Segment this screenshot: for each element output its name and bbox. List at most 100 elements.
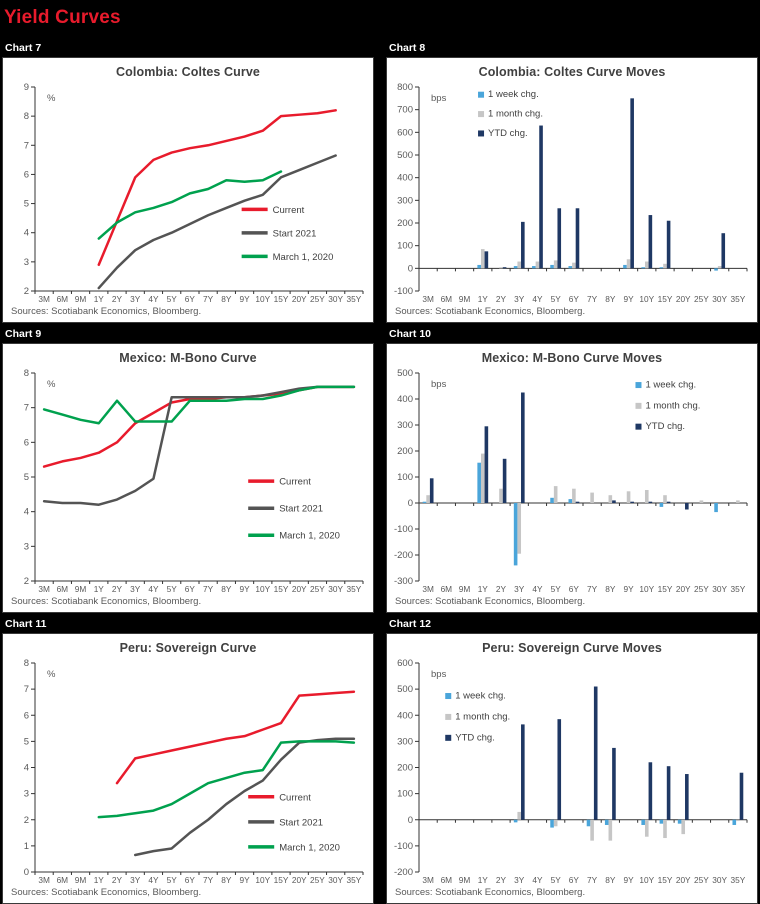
svg-text:500: 500: [397, 684, 413, 695]
svg-text:8Y: 8Y: [221, 875, 232, 885]
svg-text:3: 3: [24, 541, 29, 552]
svg-text:3Y: 3Y: [514, 294, 525, 304]
svg-text:100: 100: [397, 789, 413, 800]
svg-text:5Y: 5Y: [167, 584, 178, 594]
svg-text:9: 9: [24, 82, 29, 93]
svg-text:25Y: 25Y: [694, 584, 709, 594]
svg-text:8Y: 8Y: [605, 875, 616, 885]
svg-text:3M: 3M: [422, 875, 434, 885]
svg-text:6Y: 6Y: [185, 584, 196, 594]
svg-text:100: 100: [397, 241, 413, 252]
svg-text:25Y: 25Y: [694, 875, 709, 885]
charts-row-2: Chart 9 Mexico: M-Bono Curve 2 3 4 5 6 7 8 3M 6M…: [0, 323, 760, 613]
chart-panel: Colombia: Coltes Curve Moves -100 0 100 200…: [386, 57, 758, 323]
svg-text:4: 4: [24, 507, 29, 518]
svg-text:30Y: 30Y: [328, 875, 343, 885]
chart-plot: 2 3 4 5 6 7 8 3M 6M 9M 1Y 2Y 3Y 4Y 5Y 6Y 7Y 8Y 9Y 10Y 15Y 20Y…: [3, 365, 373, 596]
svg-text:1 month chg.: 1 month chg.: [455, 711, 510, 722]
svg-text:7: 7: [24, 684, 29, 695]
chart-title: Peru: Sovereign Curve: [119, 641, 257, 655]
svg-text:9Y: 9Y: [623, 294, 634, 304]
svg-text:1 month chg.: 1 month chg.: [645, 400, 700, 411]
svg-text:6M: 6M: [57, 875, 69, 885]
svg-text:10Y: 10Y: [639, 584, 654, 594]
svg-text:3M: 3M: [38, 875, 50, 885]
svg-text:500: 500: [397, 368, 413, 379]
chart-cell-10: Chart 10 Mexico: M-Bono Curve Moves -300…: [386, 323, 758, 613]
svg-text:5Y: 5Y: [551, 875, 562, 885]
svg-text:7Y: 7Y: [587, 584, 598, 594]
svg-text:Current: Current: [279, 792, 311, 803]
chart-title: Mexico: M-Bono Curve: [119, 351, 257, 365]
svg-text:3Y: 3Y: [514, 584, 525, 594]
svg-text:7Y: 7Y: [203, 584, 214, 594]
svg-text:5: 5: [24, 472, 29, 483]
svg-text:4Y: 4Y: [532, 584, 543, 594]
svg-text:2Y: 2Y: [112, 294, 123, 304]
svg-text:30Y: 30Y: [712, 584, 727, 594]
svg-text:8: 8: [24, 658, 29, 669]
svg-text:-100: -100: [394, 286, 413, 297]
chart-panel: Peru: Sovereign Curve Moves -200 -100 0 100…: [386, 633, 758, 904]
chart-plot: -300 -200 -100 0 100 200 300 400 500 3M 6M 9M 1Y 2Y 3Y…: [387, 365, 757, 596]
svg-text:8Y: 8Y: [605, 294, 616, 304]
svg-text:6: 6: [24, 710, 29, 721]
svg-text:bps: bps: [431, 669, 447, 680]
svg-text:9M: 9M: [459, 875, 471, 885]
svg-text:700: 700: [397, 105, 413, 116]
svg-text:3M: 3M: [38, 294, 50, 304]
chart-plot: -100 0 100 200 300 400 500 600 700 800 3M 6M 9M 1Y 2Y 3…: [387, 79, 757, 306]
svg-text:6M: 6M: [441, 875, 453, 885]
charts-row-1: Chart 7 Colombia: Coltes Curve 2 3 4 5 6 7 8 9 3…: [0, 37, 760, 323]
svg-text:9Y: 9Y: [239, 584, 250, 594]
svg-text:9M: 9M: [75, 584, 87, 594]
charts-row-3: Chart 11 Peru: Sovereign Curve 0 1 2 3 4 5 6 7 8…: [0, 613, 760, 904]
svg-text:3Y: 3Y: [130, 875, 141, 885]
svg-text:6M: 6M: [57, 294, 69, 304]
svg-text:9Y: 9Y: [239, 294, 250, 304]
svg-text:200: 200: [397, 763, 413, 774]
svg-text:-100: -100: [394, 841, 413, 852]
svg-text:5: 5: [24, 199, 29, 210]
svg-text:March 1, 2020: March 1, 2020: [279, 842, 340, 853]
svg-text:Start 2021: Start 2021: [279, 817, 323, 828]
chart-cell-12: Chart 12 Peru: Sovereign Curve Moves -20…: [386, 613, 758, 904]
svg-text:9M: 9M: [75, 875, 87, 885]
svg-text:7Y: 7Y: [203, 875, 214, 885]
svg-text:2Y: 2Y: [112, 875, 123, 885]
chart-plot: 0 1 2 3 4 5 6 7 8 3M 6M 9M 1Y 2Y 3Y 4Y 5Y 6Y 7Y 8Y 9Y 10Y 15Y 2…: [3, 655, 373, 887]
svg-text:7Y: 7Y: [587, 294, 598, 304]
source-note: Sources: Scotiabank Economics, Bloomberg…: [11, 306, 202, 317]
svg-text:March 1, 2020: March 1, 2020: [273, 252, 334, 263]
chart-label: Chart 8: [389, 42, 426, 54]
svg-text:200: 200: [397, 218, 413, 229]
svg-text:2Y: 2Y: [112, 584, 123, 594]
svg-text:600: 600: [397, 658, 413, 669]
svg-text:5Y: 5Y: [167, 294, 178, 304]
svg-text:6Y: 6Y: [185, 875, 196, 885]
svg-text:Current: Current: [279, 477, 311, 488]
svg-text:25Y: 25Y: [694, 294, 709, 304]
svg-text:35Y: 35Y: [731, 584, 746, 594]
svg-text:300: 300: [397, 736, 413, 747]
svg-text:-100: -100: [394, 524, 413, 535]
chart-panel: Peru: Sovereign Curve 0 1 2 3 4 5 6 7 8 3M 6M 9M 1Y 2…: [2, 633, 374, 904]
chart-cell-8: Chart 8 Colombia: Coltes Curve Moves -10…: [386, 37, 758, 323]
svg-text:%: %: [47, 379, 56, 390]
svg-text:500: 500: [397, 150, 413, 161]
svg-text:20Y: 20Y: [292, 875, 307, 885]
svg-text:800: 800: [397, 82, 413, 93]
svg-text:9Y: 9Y: [239, 875, 250, 885]
chart-title: Colombia: Coltes Curve: [116, 65, 260, 79]
svg-text:9Y: 9Y: [623, 584, 634, 594]
svg-text:6M: 6M: [57, 584, 69, 594]
svg-text:5: 5: [24, 736, 29, 747]
svg-text:6Y: 6Y: [569, 584, 580, 594]
svg-text:6Y: 6Y: [185, 294, 196, 304]
chart-cell-7: Chart 7 Colombia: Coltes Curve 2 3 4 5 6 7 8 9 3…: [2, 37, 374, 323]
svg-text:0: 0: [408, 263, 413, 274]
svg-text:YTD chg.: YTD chg.: [488, 128, 528, 139]
svg-text:4Y: 4Y: [148, 875, 159, 885]
svg-text:35Y: 35Y: [731, 294, 746, 304]
chart-title: Colombia: Coltes Curve Moves: [478, 65, 666, 79]
